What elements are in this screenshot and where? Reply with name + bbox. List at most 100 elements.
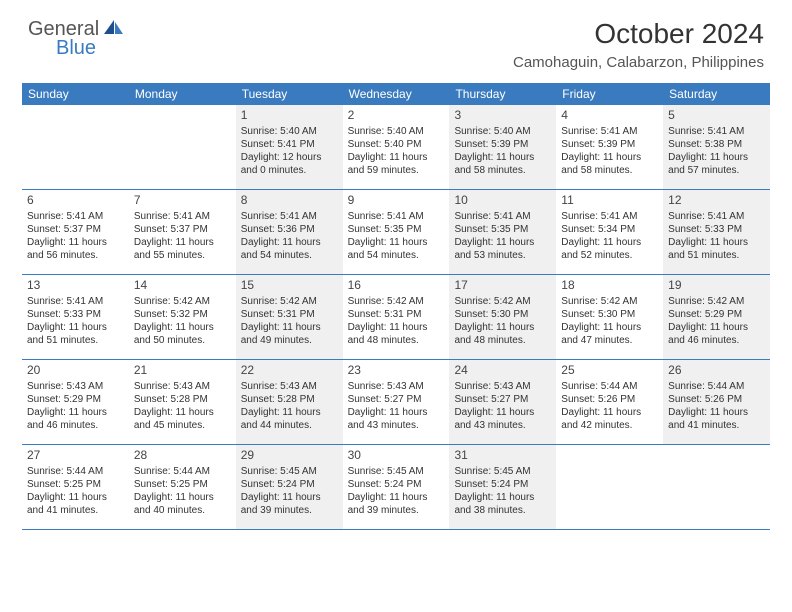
sunrise-text: Sunrise: 5:41 AM (348, 210, 445, 223)
day-number: 28 (134, 448, 231, 464)
daylight-text: Daylight: 11 hours and 49 minutes. (241, 321, 338, 347)
day-cell: 25Sunrise: 5:44 AMSunset: 5:26 PMDayligh… (556, 360, 663, 444)
day-number: 14 (134, 278, 231, 294)
day-number: 17 (454, 278, 551, 294)
day-number: 4 (561, 108, 658, 124)
sunset-text: Sunset: 5:35 PM (454, 223, 551, 236)
day-number: 20 (27, 363, 124, 379)
sunrise-text: Sunrise: 5:45 AM (454, 465, 551, 478)
sunset-text: Sunset: 5:35 PM (348, 223, 445, 236)
week-row: 6Sunrise: 5:41 AMSunset: 5:37 PMDaylight… (22, 190, 770, 275)
daylight-text: Daylight: 11 hours and 58 minutes. (454, 151, 551, 177)
day-cell: 31Sunrise: 5:45 AMSunset: 5:24 PMDayligh… (449, 445, 556, 529)
dow-cell: Tuesday (236, 83, 343, 105)
day-cell: 9Sunrise: 5:41 AMSunset: 5:35 PMDaylight… (343, 190, 450, 274)
day-number: 15 (241, 278, 338, 294)
day-of-week-header: SundayMondayTuesdayWednesdayThursdayFrid… (22, 83, 770, 105)
daylight-text: Daylight: 11 hours and 39 minutes. (241, 491, 338, 517)
week-row: 13Sunrise: 5:41 AMSunset: 5:33 PMDayligh… (22, 275, 770, 360)
daylight-text: Daylight: 11 hours and 41 minutes. (27, 491, 124, 517)
sunset-text: Sunset: 5:30 PM (561, 308, 658, 321)
daylight-text: Daylight: 11 hours and 46 minutes. (668, 321, 765, 347)
day-cell: 24Sunrise: 5:43 AMSunset: 5:27 PMDayligh… (449, 360, 556, 444)
day-cell: 2Sunrise: 5:40 AMSunset: 5:40 PMDaylight… (343, 105, 450, 189)
daylight-text: Daylight: 11 hours and 43 minutes. (454, 406, 551, 432)
day-number: 22 (241, 363, 338, 379)
title-block: October 2024 Camohaguin, Calabarzon, Phi… (513, 18, 764, 71)
sunrise-text: Sunrise: 5:41 AM (27, 295, 124, 308)
week-row: 1Sunrise: 5:40 AMSunset: 5:41 PMDaylight… (22, 105, 770, 190)
sail-icon (103, 18, 125, 41)
daylight-text: Daylight: 11 hours and 48 minutes. (348, 321, 445, 347)
day-cell: 19Sunrise: 5:42 AMSunset: 5:29 PMDayligh… (663, 275, 770, 359)
daylight-text: Daylight: 11 hours and 55 minutes. (134, 236, 231, 262)
day-cell: 27Sunrise: 5:44 AMSunset: 5:25 PMDayligh… (22, 445, 129, 529)
day-cell: 16Sunrise: 5:42 AMSunset: 5:31 PMDayligh… (343, 275, 450, 359)
day-cell: 8Sunrise: 5:41 AMSunset: 5:36 PMDaylight… (236, 190, 343, 274)
day-cell: 28Sunrise: 5:44 AMSunset: 5:25 PMDayligh… (129, 445, 236, 529)
logo: General Blue (28, 18, 125, 60)
sunset-text: Sunset: 5:30 PM (454, 308, 551, 321)
sunset-text: Sunset: 5:31 PM (241, 308, 338, 321)
day-number: 23 (348, 363, 445, 379)
sunset-text: Sunset: 5:33 PM (668, 223, 765, 236)
sunrise-text: Sunrise: 5:42 AM (668, 295, 765, 308)
daylight-text: Daylight: 11 hours and 51 minutes. (27, 321, 124, 347)
daylight-text: Daylight: 11 hours and 54 minutes. (348, 236, 445, 262)
daylight-text: Daylight: 11 hours and 50 minutes. (134, 321, 231, 347)
sunset-text: Sunset: 5:29 PM (668, 308, 765, 321)
day-cell: 26Sunrise: 5:44 AMSunset: 5:26 PMDayligh… (663, 360, 770, 444)
day-cell: 29Sunrise: 5:45 AMSunset: 5:24 PMDayligh… (236, 445, 343, 529)
sunset-text: Sunset: 5:40 PM (348, 138, 445, 151)
dow-cell: Thursday (449, 83, 556, 105)
day-number: 29 (241, 448, 338, 464)
sunrise-text: Sunrise: 5:43 AM (27, 380, 124, 393)
day-number: 25 (561, 363, 658, 379)
day-cell: 14Sunrise: 5:42 AMSunset: 5:32 PMDayligh… (129, 275, 236, 359)
daylight-text: Daylight: 11 hours and 43 minutes. (348, 406, 445, 432)
day-number: 12 (668, 193, 765, 209)
daylight-text: Daylight: 11 hours and 58 minutes. (561, 151, 658, 177)
day-cell: 3Sunrise: 5:40 AMSunset: 5:39 PMDaylight… (449, 105, 556, 189)
sunset-text: Sunset: 5:28 PM (241, 393, 338, 406)
sunrise-text: Sunrise: 5:40 AM (241, 125, 338, 138)
day-number: 19 (668, 278, 765, 294)
sunrise-text: Sunrise: 5:44 AM (134, 465, 231, 478)
sunset-text: Sunset: 5:24 PM (454, 478, 551, 491)
day-number: 1 (241, 108, 338, 124)
daylight-text: Daylight: 11 hours and 39 minutes. (348, 491, 445, 517)
sunset-text: Sunset: 5:24 PM (348, 478, 445, 491)
month-title: October 2024 (513, 18, 764, 50)
dow-cell: Wednesday (343, 83, 450, 105)
sunset-text: Sunset: 5:34 PM (561, 223, 658, 236)
daylight-text: Daylight: 11 hours and 38 minutes. (454, 491, 551, 517)
day-number: 9 (348, 193, 445, 209)
daylight-text: Daylight: 11 hours and 45 minutes. (134, 406, 231, 432)
day-number: 27 (27, 448, 124, 464)
day-cell: 11Sunrise: 5:41 AMSunset: 5:34 PMDayligh… (556, 190, 663, 274)
day-cell: 6Sunrise: 5:41 AMSunset: 5:37 PMDaylight… (22, 190, 129, 274)
daylight-text: Daylight: 11 hours and 54 minutes. (241, 236, 338, 262)
day-cell: 23Sunrise: 5:43 AMSunset: 5:27 PMDayligh… (343, 360, 450, 444)
day-number: 11 (561, 193, 658, 209)
sunrise-text: Sunrise: 5:42 AM (348, 295, 445, 308)
sunrise-text: Sunrise: 5:45 AM (241, 465, 338, 478)
day-number: 2 (348, 108, 445, 124)
day-number: 13 (27, 278, 124, 294)
sunrise-text: Sunrise: 5:42 AM (561, 295, 658, 308)
day-cell (22, 105, 129, 189)
day-number: 26 (668, 363, 765, 379)
sunrise-text: Sunrise: 5:41 AM (241, 210, 338, 223)
day-number: 16 (348, 278, 445, 294)
daylight-text: Daylight: 11 hours and 42 minutes. (561, 406, 658, 432)
sunset-text: Sunset: 5:26 PM (668, 393, 765, 406)
day-cell (129, 105, 236, 189)
day-number: 6 (27, 193, 124, 209)
daylight-text: Daylight: 11 hours and 46 minutes. (27, 406, 124, 432)
sunrise-text: Sunrise: 5:44 AM (668, 380, 765, 393)
day-number: 24 (454, 363, 551, 379)
sunrise-text: Sunrise: 5:41 AM (668, 125, 765, 138)
sunrise-text: Sunrise: 5:40 AM (348, 125, 445, 138)
sunrise-text: Sunrise: 5:43 AM (134, 380, 231, 393)
dow-cell: Monday (129, 83, 236, 105)
